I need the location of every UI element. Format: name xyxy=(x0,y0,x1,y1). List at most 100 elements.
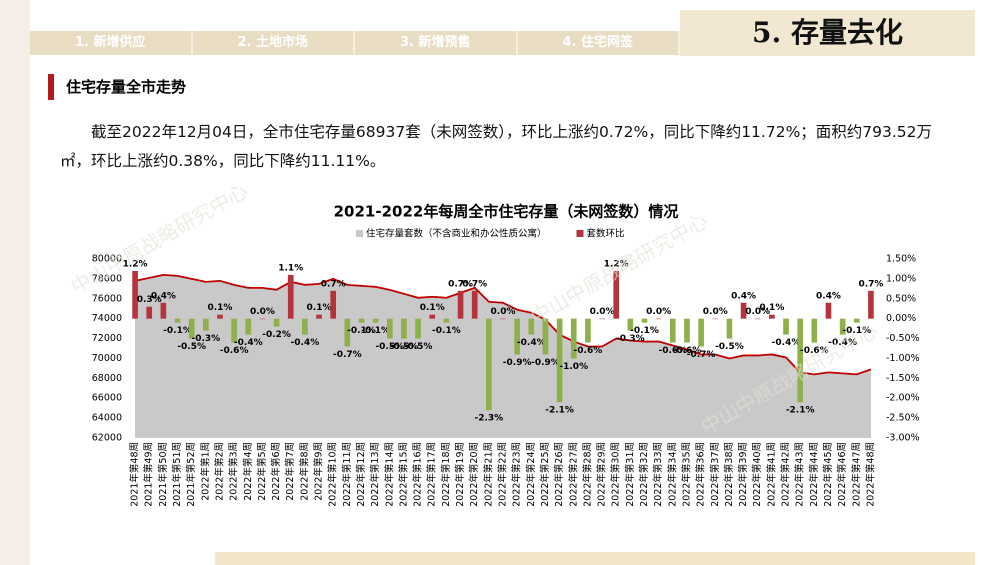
y2-tick-label: 1.00% xyxy=(886,273,916,284)
x-tick-label: 2022年第30周 xyxy=(610,442,622,507)
tab[interactable]: 1. 新增供应 xyxy=(30,31,193,55)
data-label: 0.0% xyxy=(491,307,516,317)
tab-bar: 1. 新增供应 2. 土地市场 3. 新增预售 4. 住宅网签 xyxy=(30,31,680,55)
x-tick-label: 2022年第18周 xyxy=(440,442,452,507)
x-tick-label: 2022年第2周 xyxy=(213,442,225,501)
x-tick-label: 2022年第45周 xyxy=(822,442,834,507)
data-label: 1.2% xyxy=(604,259,629,269)
tab[interactable]: 3. 新增预售 xyxy=(355,31,518,55)
data-label: -0.7% xyxy=(687,350,716,360)
y-tick-label: 66000 xyxy=(92,393,122,404)
x-tick-label: 2022年第15周 xyxy=(397,442,409,507)
data-label: 0.7% xyxy=(448,279,473,289)
x-tick-label: 2022年第23周 xyxy=(511,442,523,507)
data-label: -0.9% xyxy=(531,358,560,368)
data-label: -0.5% xyxy=(390,342,419,352)
watermark: 中山中原战略研究中心 xyxy=(527,208,712,329)
bar xyxy=(556,318,563,403)
active-tab[interactable]: 5. 存量去化 xyxy=(680,10,975,56)
bar xyxy=(698,318,704,347)
data-label: 0.0% xyxy=(590,307,615,317)
bar xyxy=(443,318,450,323)
bar xyxy=(330,290,337,319)
data-label: -0.4% xyxy=(291,338,320,348)
data-label: -0.4% xyxy=(517,338,546,348)
x-tick-label: 2022年第27周 xyxy=(567,442,579,507)
data-label: -0.7% xyxy=(333,350,362,360)
bar xyxy=(245,318,252,335)
bar xyxy=(811,318,818,343)
x-tick-label: 2022年第16周 xyxy=(412,442,424,507)
bar xyxy=(585,318,591,343)
x-tick-label: 2022年第17周 xyxy=(426,442,438,507)
data-label: -0.5% xyxy=(375,342,404,352)
x-tick-label: 2022年第42周 xyxy=(780,442,792,507)
data-label: 0.0% xyxy=(646,307,671,317)
footer-stripe xyxy=(215,552,975,565)
bar xyxy=(302,318,308,335)
bar xyxy=(457,290,464,319)
bar xyxy=(372,318,379,323)
x-tick-label: 2022年第10周 xyxy=(327,442,339,507)
chart-title: 2021-2022年每周全市住宅存量（未网签数）情况 xyxy=(334,203,679,221)
bar xyxy=(641,318,648,323)
x-tick-label: 2022年第28周 xyxy=(581,442,593,507)
data-label: 0.1% xyxy=(420,303,445,313)
y-tick-label: 64000 xyxy=(92,413,122,424)
bar xyxy=(712,318,719,320)
data-label: -0.3% xyxy=(191,334,220,344)
x-tick-label: 2022年第31周 xyxy=(624,442,636,507)
bar xyxy=(599,318,605,320)
data-label: -0.6% xyxy=(673,346,702,356)
y2-tick-label: 0.00% xyxy=(886,313,916,324)
data-label: -0.9% xyxy=(503,358,532,368)
legend-label: 住宅存量套数（不含商业和办公性质公寓） xyxy=(366,228,547,240)
bar xyxy=(160,302,167,319)
legend-swatch xyxy=(576,230,584,237)
y-tick-label: 62000 xyxy=(92,433,122,444)
x-tick-label: 2022年第8周 xyxy=(298,442,310,501)
bar xyxy=(627,318,634,331)
bar xyxy=(514,318,520,355)
data-label: -0.4% xyxy=(772,338,801,348)
x-tick-label: 2022年第6周 xyxy=(270,442,282,501)
bar xyxy=(273,318,280,327)
x-tick-label: 2022年第11周 xyxy=(341,442,353,507)
x-tick-label: 2022年第46周 xyxy=(836,442,848,507)
y2-tick-label: -2.00% xyxy=(886,393,920,404)
y-tick-label: 68000 xyxy=(92,373,122,384)
data-label: 0.1% xyxy=(307,303,332,313)
data-label: -0.1% xyxy=(347,326,376,336)
y2-tick-label: -3.00% xyxy=(886,433,920,444)
paragraph: 截至2022年12月04日，全市住宅存量68937套（未网签数），环比上涨约0.… xyxy=(60,123,933,170)
x-tick-label: 2022年第19周 xyxy=(454,442,466,507)
bar xyxy=(797,318,803,403)
x-tick-label: 2022年第7周 xyxy=(284,442,296,501)
bar xyxy=(839,318,846,335)
y-tick-label: 78000 xyxy=(92,273,122,284)
data-label: -2.1% xyxy=(786,406,815,416)
data-label: -0.6% xyxy=(220,346,249,356)
data-label: -0.5% xyxy=(177,342,206,352)
x-tick-label: 2022年第48周 xyxy=(864,442,876,507)
x-tick-label: 2022年第20周 xyxy=(468,442,480,507)
bar xyxy=(655,318,662,320)
data-label: 0.4% xyxy=(151,291,176,301)
bar xyxy=(825,302,832,319)
data-label: 1.2% xyxy=(123,259,148,269)
bar xyxy=(528,318,535,335)
bar xyxy=(429,314,436,319)
bar xyxy=(669,318,676,343)
y2-tick-label: 1.50% xyxy=(886,254,916,265)
tab[interactable]: 2. 土地市场 xyxy=(193,31,355,55)
y-tick-label: 72000 xyxy=(92,333,122,344)
data-label: -0.1% xyxy=(842,326,871,336)
bar xyxy=(401,318,407,339)
x-tick-label: 2022年第21周 xyxy=(482,442,494,507)
x-tick-label: 2022年第47周 xyxy=(850,442,862,507)
x-tick-label: 2021年第48周 xyxy=(129,442,141,507)
bar xyxy=(754,318,761,320)
tab[interactable]: 4. 住宅网签 xyxy=(518,31,680,55)
y-tick-label: 74000 xyxy=(92,313,122,324)
data-label: -1.0% xyxy=(559,362,588,372)
